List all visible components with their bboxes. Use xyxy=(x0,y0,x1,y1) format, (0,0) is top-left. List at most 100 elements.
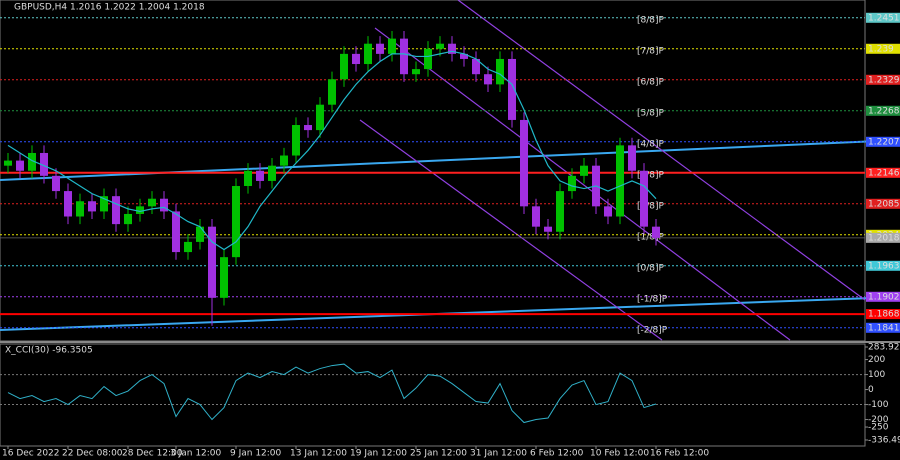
candle-body xyxy=(100,196,108,212)
candle-body xyxy=(148,198,156,207)
cci-line xyxy=(7,363,657,424)
price-label: 1.1902 xyxy=(868,292,900,302)
price-label-box xyxy=(866,322,900,333)
candle-body xyxy=(76,201,84,217)
candle-body xyxy=(400,38,408,75)
price-label: 1.1841 xyxy=(868,323,900,333)
candle-body xyxy=(472,58,480,75)
candle-body xyxy=(364,43,372,65)
price-label-box xyxy=(866,74,900,85)
channel-line xyxy=(359,119,663,341)
murray-label: [-2/8]P xyxy=(637,325,668,335)
x-tick-label: 6 Feb 12:00 xyxy=(530,449,584,459)
candle-body xyxy=(232,186,240,258)
candle-body xyxy=(256,170,264,181)
candle-body xyxy=(520,119,528,207)
price-label: 1.2329 xyxy=(868,75,900,85)
candle-body xyxy=(652,226,660,238)
chart-title: GBPUSD,H4 1.2016 1.2022 1.2004 1.2018 xyxy=(14,3,205,13)
price-label: 1.2268 xyxy=(868,106,900,116)
current-price-label: 1.2018 xyxy=(868,233,900,243)
candle-body xyxy=(220,257,228,298)
candle-body xyxy=(292,125,300,156)
candle-body xyxy=(460,53,468,59)
candle-body xyxy=(280,155,288,166)
candle-body xyxy=(448,43,456,54)
trend-line xyxy=(0,139,900,181)
candle-body xyxy=(436,43,444,49)
x-tick-label: 16 Feb 12:00 xyxy=(650,449,709,459)
candle-body xyxy=(544,226,552,232)
current-price-label-box xyxy=(866,232,900,243)
murray-label: [7/8]P xyxy=(637,46,665,56)
candle-body xyxy=(412,69,420,75)
candle-body xyxy=(244,170,252,187)
moving-average xyxy=(7,50,657,251)
candle-body xyxy=(628,145,636,171)
main-frame xyxy=(0,0,866,342)
candle-body xyxy=(16,160,24,171)
candle-body xyxy=(496,58,504,85)
murray-label: [0/8]P xyxy=(637,263,665,273)
candle-body xyxy=(532,206,540,227)
price-label-box xyxy=(866,291,900,302)
x-tick-label: 25 Jan 12:00 xyxy=(410,449,467,459)
price-label: 1.239 xyxy=(868,44,894,54)
murray-label: [2/8]P xyxy=(637,201,665,211)
murray-label: [1/8]P xyxy=(637,232,665,242)
murray-label: [-1/8]P xyxy=(637,294,668,304)
candle-body xyxy=(616,145,624,217)
price-label-box xyxy=(866,198,900,209)
price-label-box xyxy=(866,136,900,147)
cci-tick-label: -336.4986 xyxy=(868,436,900,446)
candle-body xyxy=(424,48,432,70)
candle-body xyxy=(484,74,492,85)
price-label-box xyxy=(866,43,900,54)
murray-label: [5/8]P xyxy=(637,108,665,118)
candle-body xyxy=(268,165,276,181)
channel-line xyxy=(374,27,791,341)
x-tick-label: 22 Dec 08:00 xyxy=(62,449,123,459)
candle-body xyxy=(340,53,348,80)
candle-body xyxy=(352,53,360,65)
x-tick-label: 9 Jan 12:00 xyxy=(230,449,282,459)
candle-body xyxy=(196,226,204,242)
channel-line xyxy=(457,0,866,301)
cci-tick-label: 0 xyxy=(868,385,874,395)
cci-tick-label: 100 xyxy=(868,370,885,380)
cci-tick-label: 283.9211 xyxy=(868,343,900,353)
murray-label: [6/8]P xyxy=(637,77,665,87)
candle-body xyxy=(304,125,312,131)
candle-body xyxy=(4,160,12,166)
x-tick-label: 3 Jan 12:00 xyxy=(170,449,222,459)
candle-body xyxy=(184,241,192,253)
candle-body xyxy=(28,152,36,171)
x-tick-label: 28 Dec 12:00 xyxy=(122,449,183,459)
x-tick-label: 19 Jan 12:00 xyxy=(350,449,407,459)
price-label-box xyxy=(866,309,900,320)
candle-body xyxy=(508,58,516,120)
price-label-box xyxy=(866,105,900,116)
x-tick-label: 31 Jan 12:00 xyxy=(470,449,527,459)
x-tick-label: 16 Dec 2022 xyxy=(2,449,60,459)
candle-body xyxy=(64,191,72,217)
cci-tick-label: -100 xyxy=(868,400,889,410)
candle-body xyxy=(580,165,588,176)
candle-body xyxy=(568,175,576,192)
candle-body xyxy=(172,211,180,253)
candle-body xyxy=(208,226,216,298)
murray-label: [4/8]P xyxy=(637,139,665,149)
murray-label: [8/8]P xyxy=(637,15,665,25)
candle-body xyxy=(604,206,612,217)
candle-body xyxy=(376,43,384,54)
murray-label: [3/8]P xyxy=(637,170,665,180)
cci-tick-label: -250 xyxy=(868,423,889,433)
price-label: 1.1868 xyxy=(868,310,900,320)
cci-frame xyxy=(0,343,866,447)
candle-body xyxy=(124,213,132,225)
price-label-box xyxy=(866,12,900,23)
price-label: 1.2146 xyxy=(868,168,900,178)
cci-title: X_CCI(30) -96.3505 xyxy=(5,346,93,356)
candle-body xyxy=(136,206,144,214)
